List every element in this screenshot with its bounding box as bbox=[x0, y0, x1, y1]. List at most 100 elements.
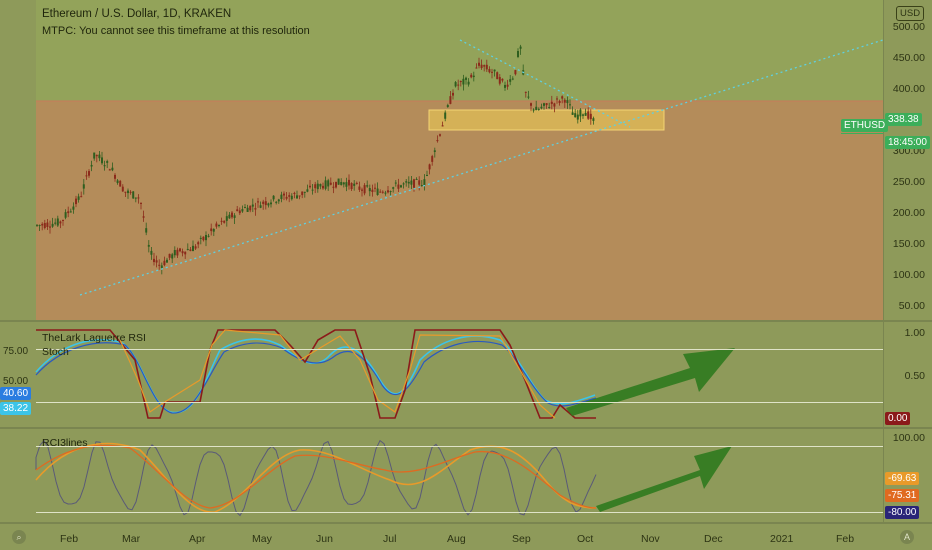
candle-body bbox=[553, 103, 556, 107]
candle-body bbox=[563, 99, 566, 103]
candle-body bbox=[488, 69, 491, 73]
candle-body bbox=[137, 197, 140, 199]
rsi-tick: 0.50 bbox=[904, 370, 925, 382]
candle-body bbox=[524, 91, 527, 93]
candle-body bbox=[457, 84, 460, 86]
candle-body bbox=[231, 212, 233, 218]
candle-body bbox=[363, 185, 366, 194]
price-axis[interactable]: USD 500.00 450.00 400.00 300.00 250.00 2… bbox=[883, 0, 932, 320]
candle-body bbox=[41, 223, 44, 226]
chart-title: Ethereum / U.S. Dollar, 1D, KRAKEN bbox=[42, 8, 232, 20]
candle-body bbox=[98, 154, 101, 159]
candle-body bbox=[283, 193, 285, 196]
month-label: Feb bbox=[60, 533, 79, 545]
candle-body bbox=[212, 228, 215, 232]
candle-body bbox=[478, 62, 480, 66]
candle-body bbox=[444, 112, 447, 119]
currency-button[interactable]: USD bbox=[896, 6, 925, 21]
candle-body bbox=[394, 182, 397, 184]
candle-body bbox=[485, 64, 488, 70]
candle-body bbox=[80, 196, 83, 198]
candle-body bbox=[218, 225, 220, 227]
candle-body bbox=[223, 220, 226, 223]
candle-body bbox=[537, 108, 540, 110]
candle-body bbox=[215, 223, 218, 227]
candle-body bbox=[257, 201, 259, 203]
candle-body bbox=[254, 208, 257, 210]
candle-body bbox=[353, 183, 356, 186]
candle-body bbox=[155, 260, 158, 263]
candle-body bbox=[566, 100, 569, 104]
countdown-tag: 18:45:00 bbox=[885, 136, 930, 149]
candle-body bbox=[582, 114, 584, 116]
resistance-box bbox=[428, 109, 665, 131]
rsi-value-tag: 0.00 bbox=[885, 412, 911, 425]
candle-body bbox=[121, 186, 124, 192]
candle-body bbox=[262, 201, 265, 204]
descending-trendline bbox=[459, 39, 631, 128]
candle-body bbox=[358, 186, 361, 190]
candle-body bbox=[246, 207, 249, 212]
candle-body bbox=[43, 222, 46, 229]
candle-body bbox=[335, 181, 337, 188]
candle-body bbox=[184, 251, 187, 255]
candle-body bbox=[389, 191, 392, 193]
candle-body bbox=[270, 202, 272, 205]
candle-body bbox=[171, 254, 174, 259]
candle-body bbox=[111, 167, 114, 171]
zoom-icon[interactable]: ⌕ bbox=[12, 530, 26, 544]
candle-body bbox=[576, 114, 579, 120]
candle-body bbox=[332, 186, 335, 188]
rsi-title: TheLark Laguerre RSI bbox=[42, 332, 146, 344]
candle-body bbox=[465, 77, 467, 80]
month-label: Nov bbox=[641, 533, 660, 545]
rci-lines bbox=[35, 439, 597, 517]
rsi-arrow bbox=[566, 348, 735, 416]
month-label: Dec bbox=[704, 533, 723, 545]
candle-body bbox=[340, 182, 343, 185]
auto-scale-icon[interactable]: A bbox=[900, 530, 914, 544]
candle-body bbox=[108, 169, 111, 171]
time-axis-separator bbox=[0, 522, 932, 524]
candle-body bbox=[173, 250, 176, 256]
month-label: Feb bbox=[836, 533, 855, 545]
candle-body bbox=[145, 228, 148, 233]
candle-body bbox=[134, 197, 137, 199]
candle-body bbox=[103, 165, 106, 167]
candle-body bbox=[441, 125, 444, 127]
stoch-k-tag: 40.60 bbox=[0, 387, 32, 400]
rci-long-tag: -80.00 bbox=[885, 506, 920, 519]
pane-separator[interactable] bbox=[0, 427, 932, 429]
candle-body bbox=[436, 140, 439, 142]
candle-body bbox=[119, 180, 122, 187]
candle-body bbox=[192, 245, 194, 252]
price-tick: 400.00 bbox=[892, 83, 925, 95]
month-label: Jun bbox=[316, 533, 333, 545]
candle-body bbox=[142, 216, 145, 218]
candle-body bbox=[95, 154, 98, 157]
candle-body bbox=[179, 248, 181, 252]
candle-body bbox=[62, 219, 64, 221]
rci-tick: 100.00 bbox=[892, 432, 925, 444]
candle-body bbox=[228, 214, 231, 219]
candle-body bbox=[366, 185, 369, 187]
candle-body bbox=[324, 180, 327, 189]
candle-body bbox=[251, 204, 254, 207]
candle-body bbox=[569, 104, 571, 106]
candle-body bbox=[275, 201, 278, 203]
candle-body bbox=[584, 112, 587, 116]
pane-separator[interactable] bbox=[0, 320, 932, 322]
rsi-axis[interactable]: 1.00 0.50 bbox=[883, 322, 932, 427]
candle-body bbox=[277, 199, 280, 202]
candle-body bbox=[106, 161, 109, 163]
candle-body bbox=[93, 152, 96, 159]
candle-body bbox=[101, 157, 103, 164]
rci-mid-line bbox=[35, 442, 597, 513]
candle-body bbox=[501, 78, 504, 81]
candle-body bbox=[397, 184, 400, 189]
candle-body bbox=[197, 242, 200, 245]
price-tick: 150.00 bbox=[892, 238, 925, 250]
month-label: Aug bbox=[447, 533, 466, 545]
rsi-upper-level bbox=[36, 349, 883, 350]
